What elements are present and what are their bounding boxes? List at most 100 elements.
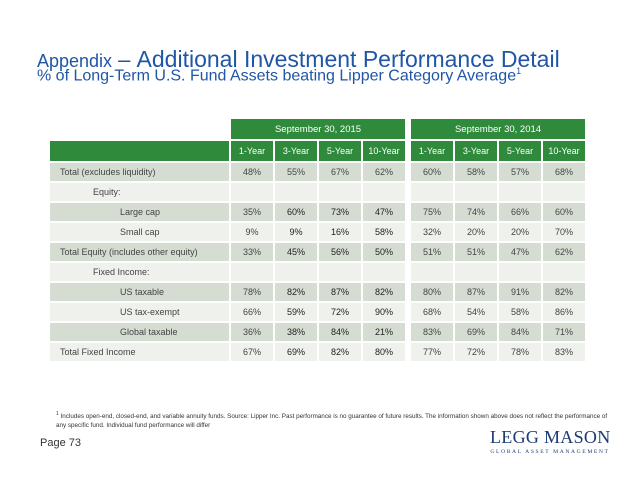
row-label: US tax-exempt bbox=[50, 303, 229, 321]
table-cell: 54% bbox=[455, 303, 497, 321]
table-cell: 58% bbox=[363, 223, 405, 241]
table-cell: 59% bbox=[275, 303, 317, 321]
table-row: Fixed Income: bbox=[50, 263, 585, 281]
title-main: Additional Investment Performance Detail bbox=[136, 46, 560, 72]
table-row: Global taxable 36% 38% 84% 21% 83% 69% 8… bbox=[50, 323, 585, 341]
period-header-spacer bbox=[50, 119, 229, 139]
column-gap bbox=[407, 119, 409, 139]
footnote-marker: 1 bbox=[56, 411, 59, 417]
table-cell: 72% bbox=[319, 303, 361, 321]
table-cell: 47% bbox=[363, 203, 405, 221]
table-cell bbox=[543, 183, 585, 201]
performance-table: September 30, 2015 September 30, 2014 1-… bbox=[48, 117, 587, 363]
table-cell: 55% bbox=[275, 163, 317, 181]
table-cell: 45% bbox=[275, 243, 317, 261]
column-gap bbox=[407, 141, 409, 161]
row-label: Total Fixed Income bbox=[50, 343, 229, 361]
table-cell: 67% bbox=[231, 343, 273, 361]
footnote-text: Includes open-end, closed-end, and varia… bbox=[56, 413, 608, 429]
column-gap bbox=[407, 303, 409, 321]
row-label: US taxable bbox=[50, 283, 229, 301]
table-cell: 84% bbox=[319, 323, 361, 341]
table-cell: 36% bbox=[231, 323, 273, 341]
table-cell bbox=[363, 183, 405, 201]
table-cell: 35% bbox=[231, 203, 273, 221]
table-cell: 84% bbox=[499, 323, 541, 341]
table-cell: 21% bbox=[363, 323, 405, 341]
table-row: US taxable 78% 82% 87% 82% 80% 87% 91% 8… bbox=[50, 283, 585, 301]
table-cell: 20% bbox=[499, 223, 541, 241]
logo-wordmark: LEGG MASON bbox=[490, 427, 611, 447]
table-cell: 82% bbox=[319, 343, 361, 361]
row-label: Total (excludes liquidity) bbox=[50, 163, 229, 181]
row-label: Global taxable bbox=[50, 323, 229, 341]
title-prefix: Appendix bbox=[37, 51, 113, 71]
column-header: 10-Year bbox=[543, 141, 585, 161]
table-cell bbox=[275, 263, 317, 281]
subtitle-text: % of Long-Term U.S. Fund Assets beating … bbox=[37, 67, 517, 85]
page-title: Appendix – Additional Investment Perform… bbox=[37, 40, 560, 72]
row-label: Large cap bbox=[50, 203, 229, 221]
table-cell bbox=[319, 183, 361, 201]
table-cell: 71% bbox=[543, 323, 585, 341]
footnote: 1 Includes open-end, closed-end, and var… bbox=[56, 411, 611, 430]
table-cell: 91% bbox=[499, 283, 541, 301]
table-cell bbox=[499, 183, 541, 201]
table-cell: 58% bbox=[455, 163, 497, 181]
table-cell: 82% bbox=[275, 283, 317, 301]
table-cell bbox=[319, 263, 361, 281]
table-cell: 68% bbox=[543, 163, 585, 181]
table-cell: 38% bbox=[275, 323, 317, 341]
table-cell: 74% bbox=[455, 203, 497, 221]
table-cell: 67% bbox=[319, 163, 361, 181]
table-cell: 60% bbox=[543, 203, 585, 221]
period-header-2015: September 30, 2015 bbox=[231, 119, 405, 139]
table-cell bbox=[363, 263, 405, 281]
table-cell: 68% bbox=[411, 303, 453, 321]
column-header: 3-Year bbox=[275, 141, 317, 161]
table-cell bbox=[455, 263, 497, 281]
column-gap bbox=[407, 263, 409, 281]
table-cell: 16% bbox=[319, 223, 361, 241]
table-cell: 51% bbox=[455, 243, 497, 261]
row-label: Equity: bbox=[50, 183, 229, 201]
table-cell: 66% bbox=[231, 303, 273, 321]
column-header: 5-Year bbox=[499, 141, 541, 161]
column-gap bbox=[407, 163, 409, 181]
table-cell: 90% bbox=[363, 303, 405, 321]
period-header-row: September 30, 2015 September 30, 2014 bbox=[50, 119, 585, 139]
table-cell: 75% bbox=[411, 203, 453, 221]
column-gap bbox=[407, 323, 409, 341]
table-row: Large cap 35% 60% 73% 47% 75% 74% 66% 60… bbox=[50, 203, 585, 221]
table-cell: 83% bbox=[411, 323, 453, 341]
table-cell: 56% bbox=[319, 243, 361, 261]
column-header: 1-Year bbox=[231, 141, 273, 161]
subtitle-footnote-marker: 1 bbox=[516, 66, 522, 76]
table-cell: 77% bbox=[411, 343, 453, 361]
period-header-2014: September 30, 2014 bbox=[411, 119, 585, 139]
column-gap bbox=[407, 203, 409, 221]
row-label: Small cap bbox=[50, 223, 229, 241]
table-cell bbox=[411, 263, 453, 281]
table-cell: 33% bbox=[231, 243, 273, 261]
column-gap bbox=[407, 183, 409, 201]
column-gap bbox=[407, 343, 409, 361]
table-cell: 83% bbox=[543, 343, 585, 361]
legg-mason-logo: LEGG MASON GLOBAL ASSET MANAGEMENT bbox=[490, 428, 610, 455]
table-cell: 66% bbox=[499, 203, 541, 221]
table-cell: 86% bbox=[543, 303, 585, 321]
table-cell: 78% bbox=[231, 283, 273, 301]
table-cell: 62% bbox=[363, 163, 405, 181]
table-cell: 51% bbox=[411, 243, 453, 261]
table-cell: 72% bbox=[455, 343, 497, 361]
table-cell: 20% bbox=[455, 223, 497, 241]
column-header: 5-Year bbox=[319, 141, 361, 161]
table-cell: 47% bbox=[499, 243, 541, 261]
column-gap bbox=[407, 283, 409, 301]
table-cell: 60% bbox=[275, 203, 317, 221]
column-header: 1-Year bbox=[411, 141, 453, 161]
table-cell: 58% bbox=[499, 303, 541, 321]
table-cell: 73% bbox=[319, 203, 361, 221]
table-cell: 60% bbox=[411, 163, 453, 181]
table-row: US tax-exempt 66% 59% 72% 90% 68% 54% 58… bbox=[50, 303, 585, 321]
